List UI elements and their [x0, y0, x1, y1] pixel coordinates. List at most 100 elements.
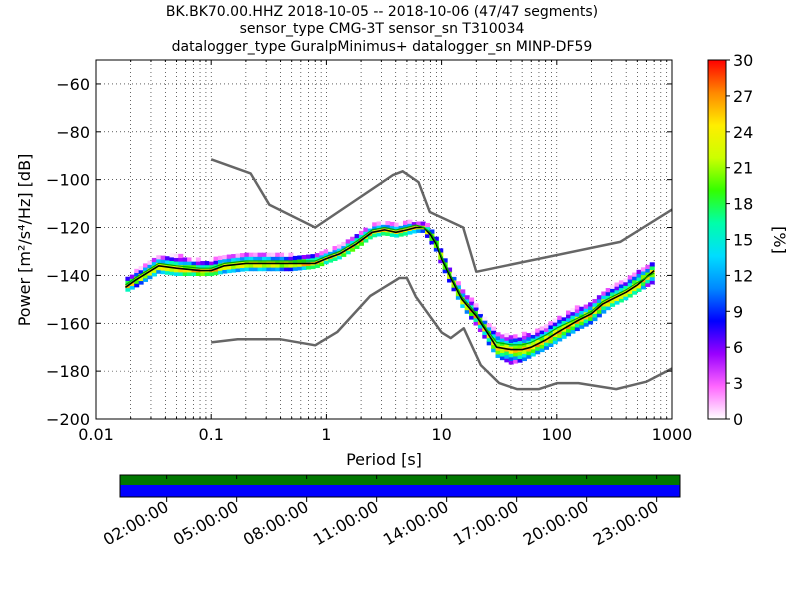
heatmap-cell	[200, 261, 206, 266]
heatmap-cell	[469, 304, 475, 309]
heatmap-cell	[464, 298, 470, 304]
heatmap-cell	[275, 256, 281, 261]
heatmap-cell	[134, 268, 140, 274]
heatmap-cell	[165, 263, 171, 268]
heatmap-cell	[566, 332, 572, 337]
heatmap-cell	[649, 280, 655, 285]
x-axis-ticks: 0.01 0.1 1 10 100 1000	[78, 60, 692, 444]
heatmap-cell	[248, 252, 254, 257]
heatmap-cell	[513, 334, 519, 339]
heatmap-cell	[539, 344, 545, 349]
heatmap-cell	[557, 337, 563, 342]
heatmap-cell	[173, 257, 179, 262]
heatmap-cell	[156, 262, 162, 267]
heatmap-cell	[248, 267, 254, 272]
heatmap-cell	[425, 226, 431, 231]
colorbar-tick-label: 3	[733, 374, 743, 393]
heatmap-cell	[138, 280, 144, 285]
heatmap-cell	[526, 350, 532, 356]
heatmap-cell	[173, 260, 179, 266]
heatmap-cell	[649, 273, 655, 278]
heatmap-cell	[319, 251, 325, 256]
heatmap-cell	[495, 350, 501, 355]
heatmap-cell	[297, 262, 303, 267]
heatmap-cell	[596, 295, 602, 300]
heatmap-cell	[306, 258, 312, 263]
heatmap-cell	[160, 269, 166, 275]
heatmap-cell	[627, 293, 633, 298]
heatmap-cell	[583, 315, 589, 320]
heatmap-cell	[156, 269, 162, 274]
plot-background	[96, 60, 672, 419]
model-curves	[124, 158, 673, 391]
probability-heatmap	[125, 219, 655, 365]
heatmap-cell	[473, 321, 479, 326]
heatmap-cell	[570, 322, 576, 327]
heatmap-cell	[169, 263, 175, 269]
heatmap-cell	[165, 259, 171, 264]
heatmap-cell	[566, 314, 572, 319]
heatmap-cell	[416, 228, 422, 233]
heatmap-cell	[521, 356, 527, 362]
heatmap-cell	[310, 254, 316, 259]
timeline-tick-label: 17:00:00	[450, 497, 522, 549]
heatmap-cell	[552, 318, 558, 323]
heatmap-cell	[204, 261, 210, 266]
heatmap-cell	[143, 263, 149, 268]
heatmap-cell	[389, 221, 395, 227]
heatmap-cell	[508, 353, 514, 358]
heatmap-cell	[592, 309, 598, 314]
heatmap-cell	[557, 322, 563, 328]
heatmap-cell	[552, 332, 558, 337]
heatmap-cell	[222, 255, 228, 260]
heatmap-cell	[495, 335, 501, 341]
heatmap-cell	[645, 282, 651, 287]
heatmap-cell	[341, 241, 347, 247]
x-tick-label: 1000	[652, 425, 693, 444]
heatmap-cell	[350, 247, 356, 252]
heatmap-cell	[253, 252, 259, 257]
psd-plot-area: 0.01 0.1 1 10 100 1000 −60 −80 −100 −120 −140 −160…	[46, 59, 692, 444]
heatmap-cell	[535, 342, 541, 348]
heatmap-cell	[627, 278, 633, 284]
timeline-tick-label: 14:00:00	[380, 497, 452, 549]
heatmap-cell	[548, 335, 554, 340]
heatmap-cell	[279, 267, 285, 272]
heatmap-cell	[640, 274, 646, 279]
heatmap-cell	[588, 316, 594, 321]
colorbar-tick-label: 18	[733, 195, 753, 214]
heatmap-cell	[499, 352, 505, 357]
heatmap-cell	[557, 330, 563, 335]
heatmap-cell	[495, 342, 501, 348]
heatmap-cell	[477, 327, 483, 333]
heatmap-cell	[257, 263, 263, 268]
timeline-tick-label: 05:00:00	[170, 497, 242, 549]
heatmap-cell	[160, 266, 166, 271]
heatmap-cell	[508, 346, 514, 351]
heatmap-cell	[314, 256, 320, 261]
heatmap-cell	[147, 275, 153, 280]
colorbar-tick-label: 9	[733, 302, 743, 321]
heatmap-cell	[530, 330, 536, 335]
heatmap-cell	[632, 276, 638, 281]
heatmap-cell	[469, 297, 475, 302]
heatmap-cell	[513, 348, 519, 353]
colorbar-label: [%]	[770, 226, 789, 254]
heatmap-cell	[614, 282, 620, 287]
heatmap-cell	[592, 316, 598, 322]
heatmap-cell	[178, 253, 184, 259]
heatmap-cell	[398, 225, 404, 230]
heatmap-cell	[530, 345, 536, 350]
heatmap-cell	[543, 342, 550, 347]
heatmap-cell	[217, 270, 223, 275]
heatmap-cell	[429, 229, 435, 234]
heatmap-cell	[389, 225, 395, 230]
heatmap-cell	[508, 356, 514, 361]
heatmap-cell	[257, 259, 263, 265]
heatmap-cell	[363, 227, 369, 232]
heatmap-cell	[191, 257, 197, 262]
heatmap-cell	[526, 340, 532, 345]
heatmap-cell	[138, 276, 144, 282]
heatmap-cell	[548, 321, 554, 326]
heatmap-cell	[209, 261, 215, 266]
